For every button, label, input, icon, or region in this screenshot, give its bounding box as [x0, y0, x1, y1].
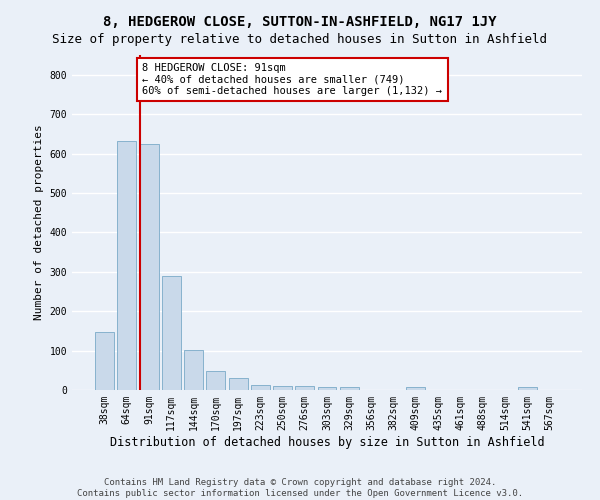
Bar [406, 387, 425, 390]
Bar [206, 371, 225, 390]
Text: Size of property relative to detached houses in Sutton in Ashfield: Size of property relative to detached ho… [53, 32, 548, 46]
Bar [273, 386, 292, 390]
Bar [140, 144, 158, 390]
Bar [118, 142, 136, 390]
Bar [295, 386, 314, 390]
Text: 8, HEDGEROW CLOSE, SUTTON-IN-ASHFIELD, NG17 1JY: 8, HEDGEROW CLOSE, SUTTON-IN-ASHFIELD, N… [103, 15, 497, 29]
Bar [251, 386, 270, 390]
X-axis label: Distribution of detached houses by size in Sutton in Ashfield: Distribution of detached houses by size … [110, 436, 544, 448]
Bar [162, 276, 181, 390]
Bar [518, 387, 536, 390]
Bar [340, 387, 359, 390]
Bar [95, 332, 114, 390]
Bar [317, 387, 337, 390]
Bar [184, 350, 203, 390]
Text: Contains HM Land Registry data © Crown copyright and database right 2024.
Contai: Contains HM Land Registry data © Crown c… [77, 478, 523, 498]
Y-axis label: Number of detached properties: Number of detached properties [34, 124, 44, 320]
Text: 8 HEDGEROW CLOSE: 91sqm
← 40% of detached houses are smaller (749)
60% of semi-d: 8 HEDGEROW CLOSE: 91sqm ← 40% of detache… [142, 63, 442, 96]
Bar [229, 378, 248, 390]
